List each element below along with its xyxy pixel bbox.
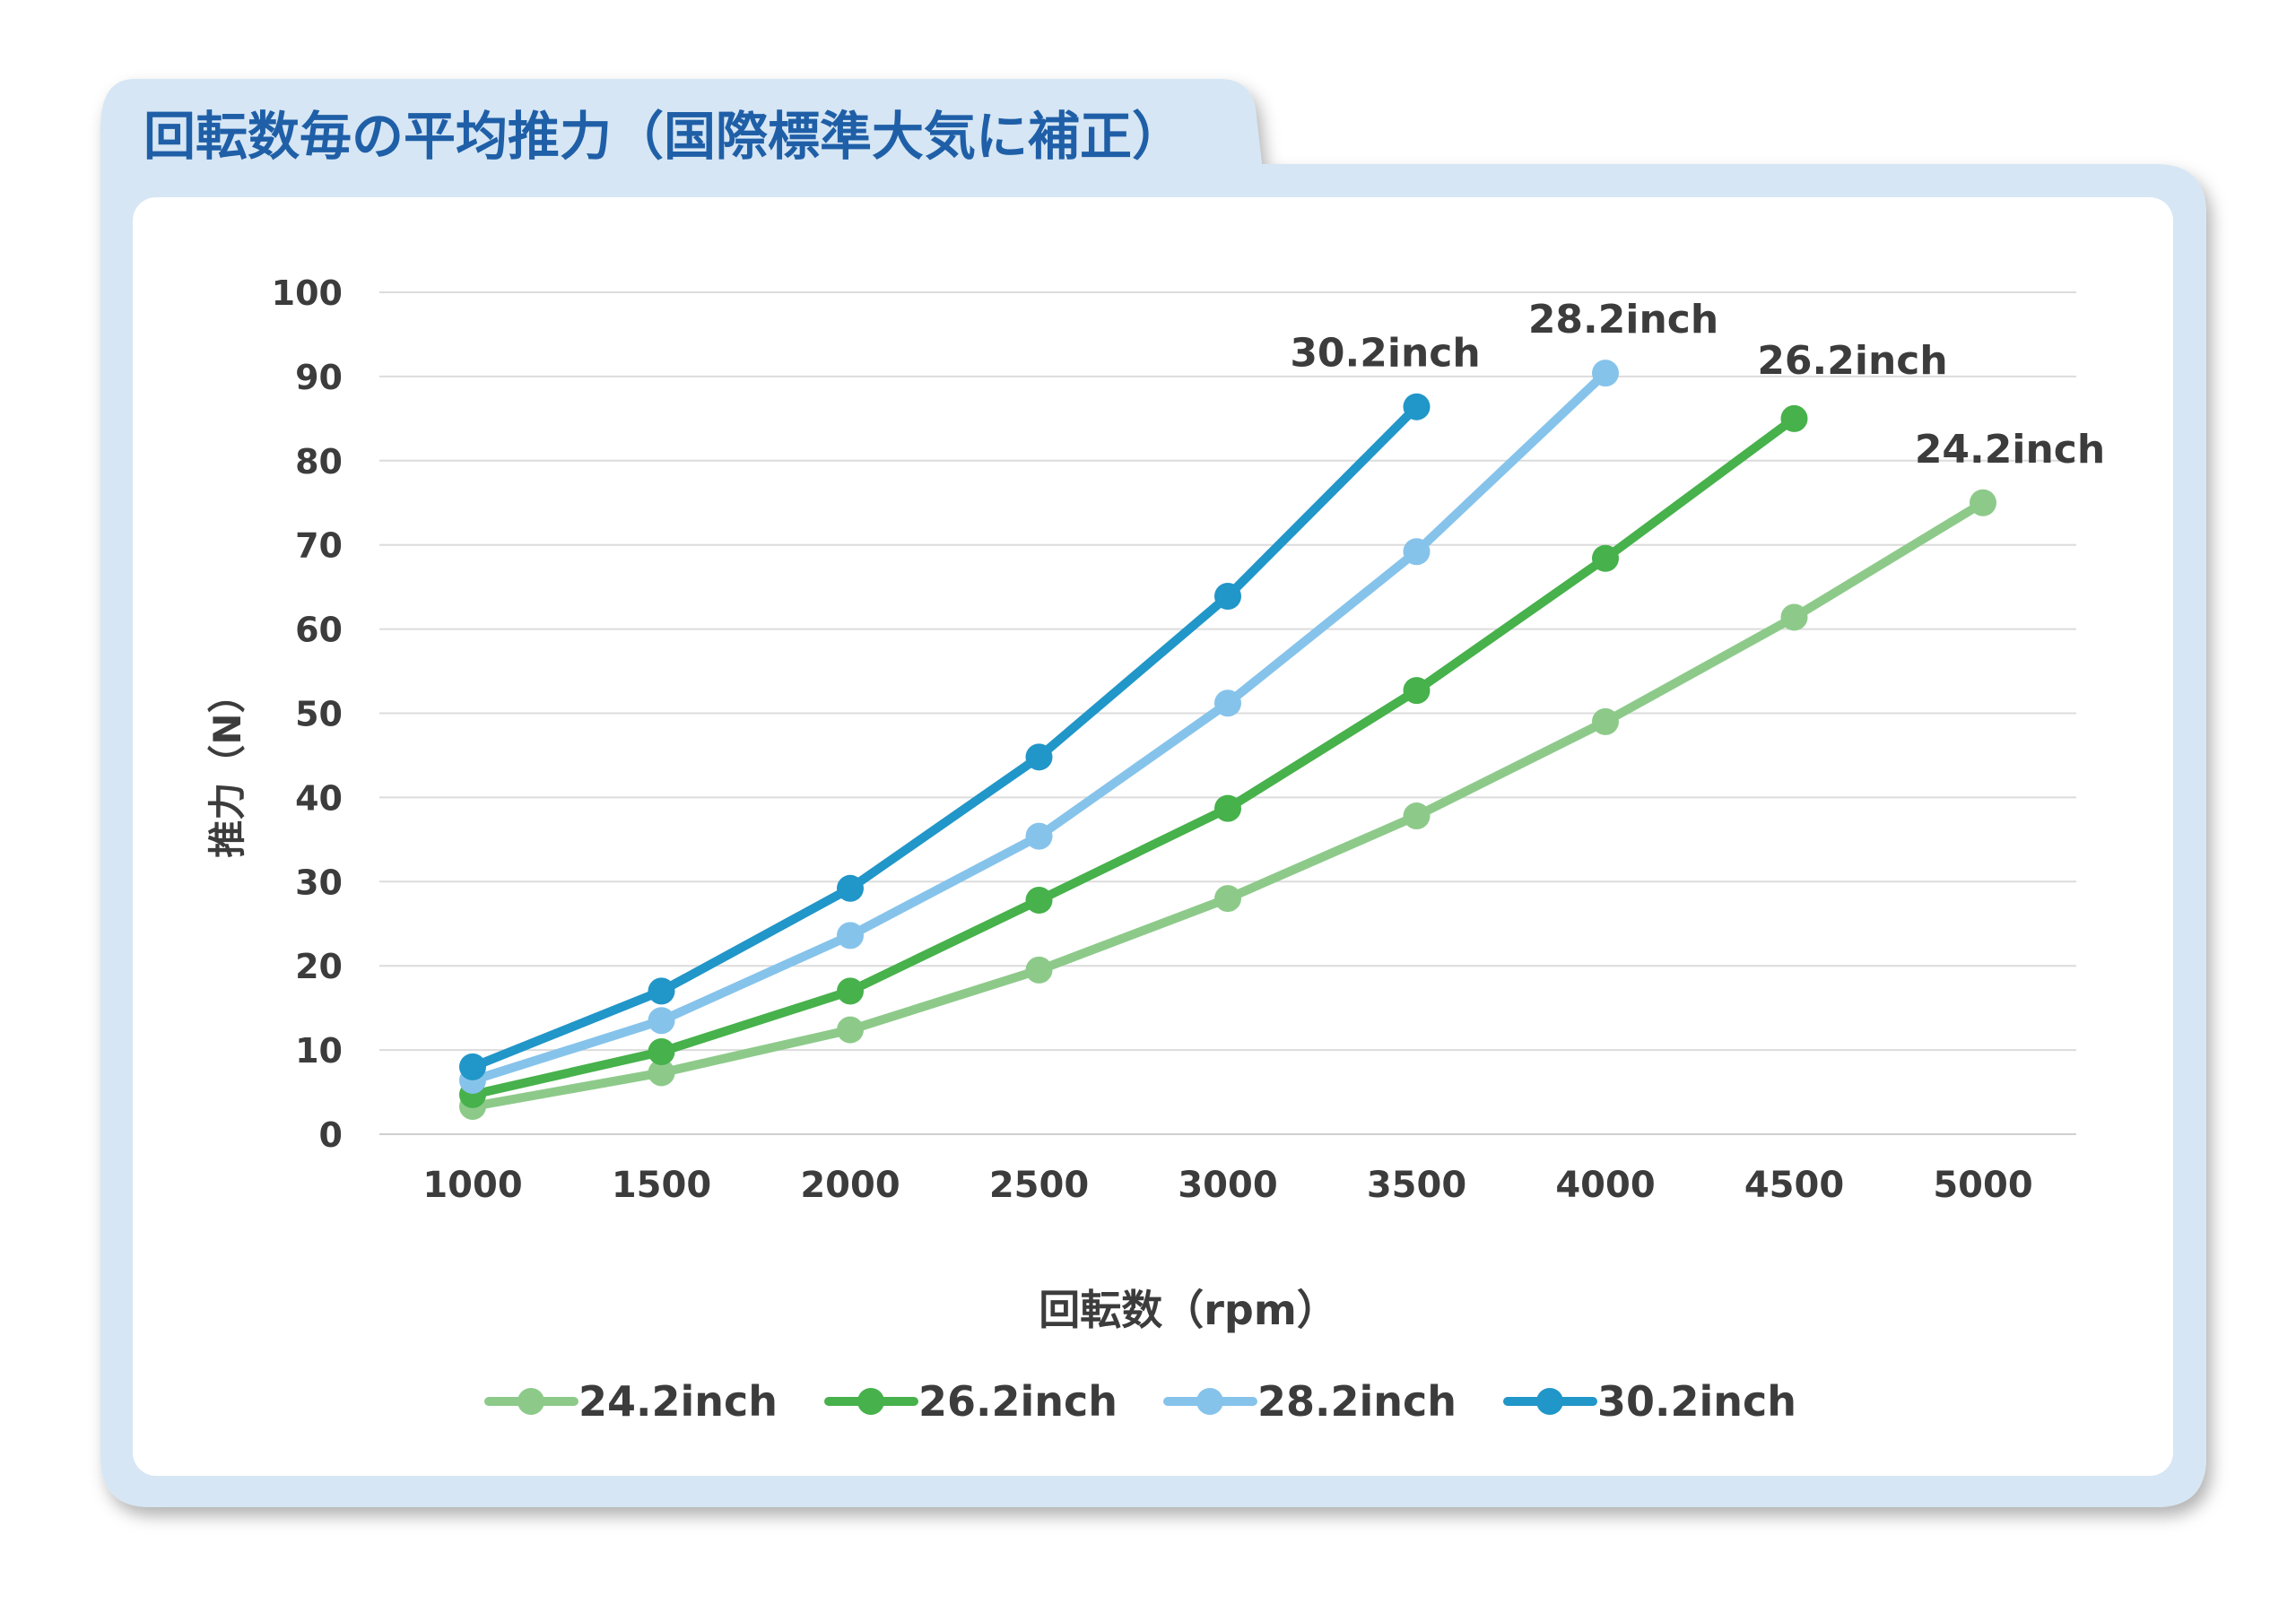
legend-label: 30.2inch: [1597, 1377, 1796, 1426]
legend-item-28.2inch: 28.2inch: [1163, 1377, 1457, 1426]
x-axis-ticks: 1000 1500 2000 2500 3000 3500 4000 4500 5000: [422, 1165, 2032, 1206]
y-tick-label: 70: [295, 526, 343, 566]
data-point: [837, 1016, 864, 1044]
legend-item-26.2inch: 26.2inch: [824, 1377, 1118, 1426]
y-tick-label: 50: [295, 695, 343, 734]
series-end-label: 24.2inch: [1915, 427, 2105, 473]
y-tick-label: 60: [295, 611, 343, 650]
legend-swatch-marker: [1536, 1388, 1563, 1415]
legend-swatch-marker: [1196, 1388, 1223, 1415]
x-axis-label: 回転数（rpm）: [1039, 1286, 1338, 1334]
data-point: [1025, 822, 1053, 850]
data-point: [1214, 794, 1241, 822]
data-point: [1403, 802, 1431, 830]
data-point: [1025, 886, 1053, 914]
data-point: [459, 1053, 486, 1080]
data-point: [1403, 393, 1431, 421]
data-point: [1403, 538, 1431, 566]
x-tick-label: 4000: [1555, 1165, 1655, 1206]
x-tick-label: 3000: [1178, 1165, 1277, 1206]
data-point: [837, 922, 864, 950]
data-point: [1592, 544, 1619, 572]
x-tick-label: 5000: [1933, 1165, 2032, 1206]
data-point: [837, 874, 864, 902]
panel-title: 回転数毎の平均推力（国際標準大気に補正）: [144, 106, 1184, 167]
data-point: [1780, 404, 1808, 432]
data-point: [648, 977, 675, 1005]
series-28.2inch: [459, 360, 1619, 1094]
data-point: [1025, 743, 1053, 771]
data-point: [1780, 603, 1808, 631]
series-end-labels: 24.2inch 26.2inch 28.2inch 30.2inch: [1290, 297, 2105, 473]
series-26.2inch: [459, 404, 1808, 1108]
data-point: [837, 977, 864, 1005]
y-tick-label: 100: [272, 273, 343, 313]
y-tick-label: 10: [295, 1031, 343, 1071]
series-end-label: 26.2inch: [1757, 338, 1947, 384]
data-point: [1970, 489, 1996, 516]
data-point: [648, 1037, 675, 1065]
data-point: [1403, 677, 1431, 705]
x-tick-label: 1500: [612, 1165, 711, 1206]
x-tick-label: 3500: [1367, 1165, 1466, 1206]
x-tick-label: 2000: [800, 1165, 900, 1206]
data-point: [1592, 707, 1619, 735]
legend-item-30.2inch: 30.2inch: [1503, 1377, 1796, 1426]
data-point: [1214, 689, 1241, 717]
y-tick-label: 90: [295, 358, 343, 397]
series-end-label: 30.2inch: [1290, 331, 1480, 377]
plot-card: [133, 197, 2173, 1476]
legend-label: 28.2inch: [1257, 1377, 1457, 1426]
legend-swatch-marker: [517, 1388, 544, 1415]
y-tick-label: 30: [295, 863, 343, 902]
y-tick-label: 0: [319, 1115, 343, 1155]
x-tick-label: 4500: [1744, 1165, 1844, 1206]
y-tick-label: 40: [295, 778, 343, 818]
data-point: [1025, 956, 1053, 984]
x-tick-label: 1000: [422, 1165, 522, 1206]
series-layer: [459, 360, 1996, 1121]
y-axis-ticks: 0 10 20 30 40 50 60 70 80 90 100: [272, 273, 343, 1155]
series-line: [468, 402, 1422, 1071]
data-point: [1214, 885, 1241, 913]
legend-item-24.2inch: 24.2inch: [484, 1377, 778, 1426]
y-tick-label: 20: [295, 947, 343, 986]
legend-label: 24.2inch: [578, 1377, 778, 1426]
legend-label: 26.2inch: [918, 1377, 1118, 1426]
data-point: [1592, 360, 1619, 387]
x-tick-label: 2500: [989, 1165, 1089, 1206]
legend: 24.2inch 26.2inch 28.2inch 30.2inch: [484, 1377, 1796, 1426]
series-line: [468, 413, 1799, 1099]
data-point: [1214, 582, 1241, 610]
y-axis-label: 推力（N）: [205, 675, 249, 857]
series-end-label: 28.2inch: [1528, 297, 1718, 343]
legend-swatch-marker: [857, 1388, 884, 1415]
data-point: [648, 1059, 675, 1087]
data-point: [648, 1007, 675, 1035]
series-30.2inch: [459, 393, 1431, 1080]
y-tick-label: 80: [295, 442, 343, 481]
